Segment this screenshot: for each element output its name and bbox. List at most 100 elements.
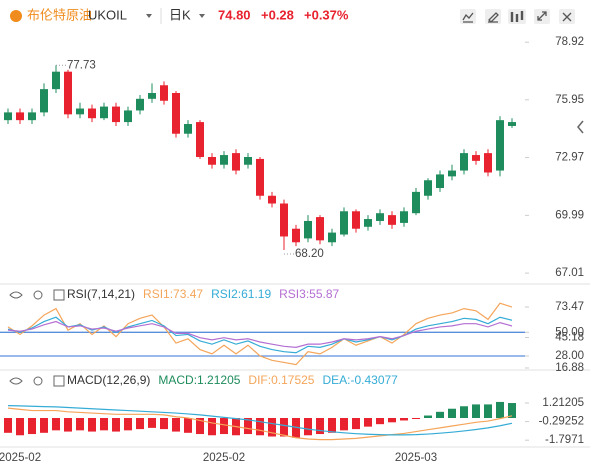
macd-bar: [76, 417, 84, 431]
dropdown-arrow[interactable]: [146, 14, 152, 18]
candle-body: [328, 232, 336, 243]
macd-bar: [448, 408, 456, 418]
y-tick-label: 73.47: [555, 301, 584, 313]
macd-pane-icons: [9, 375, 65, 387]
candle-body: [16, 112, 24, 121]
macd-bar: [208, 417, 216, 436]
macd-bar: [244, 417, 252, 435]
macd-bar: [280, 417, 288, 437]
eye-icon[interactable]: [9, 291, 23, 299]
candle-body: [220, 155, 228, 165]
annotation: 68.20: [295, 248, 324, 260]
macd-line: [7, 407, 513, 441]
macd-bar: [496, 401, 504, 418]
period[interactable]: 日K: [169, 7, 191, 22]
candle-body: [364, 219, 372, 227]
candle-body: [400, 211, 408, 223]
close-indicator-icon[interactable]: [53, 375, 65, 387]
macd-bar: [4, 417, 12, 433]
macd-bar: [172, 417, 180, 432]
candle-body: [172, 93, 180, 134]
close-indicator-icon[interactable]: [53, 289, 65, 301]
macd-bar: [412, 417, 420, 419]
candle-body: [100, 106, 108, 119]
macd-bar: [100, 417, 108, 431]
macd-bar: [316, 417, 324, 435]
macd-bar: [340, 417, 348, 431]
macd-bar: [460, 406, 468, 418]
macd-bar: [436, 411, 444, 418]
candle-body: [352, 211, 360, 229]
candle-body: [340, 211, 348, 235]
collapse-arrow[interactable]: [577, 120, 584, 134]
x-tick-label: 2025-02: [203, 452, 245, 464]
y-tick-label: -0.29252: [539, 416, 584, 428]
candle-body: [232, 153, 240, 171]
candle-body: [4, 112, 12, 121]
candle-body: [460, 153, 468, 171]
last-price: 74.80: [218, 7, 251, 22]
eye-icon[interactable]: [9, 377, 23, 385]
indicator-icon[interactable]: [462, 12, 474, 23]
instrument-name[interactable]: 布伦特原油: [27, 7, 92, 22]
candle-body: [256, 158, 264, 196]
legend-entry: MACD:1.21205: [158, 373, 240, 387]
chart-type-icon[interactable]: [510, 11, 524, 22]
macd-bar: [304, 417, 312, 436]
candle-body: [376, 213, 384, 221]
macd-bar: [184, 417, 192, 433]
rsi-pane-icons: [9, 289, 65, 301]
settings-icon[interactable]: [33, 290, 43, 300]
draw-icon[interactable]: [488, 12, 499, 23]
x-tick-label: 2025-03: [395, 452, 437, 464]
candle-body: [244, 156, 252, 165]
candle-body: [388, 215, 396, 225]
candle-body: [196, 122, 204, 157]
macd-bar: [28, 417, 36, 435]
candle-body: [268, 195, 276, 204]
macd-bar: [292, 417, 300, 438]
candle-body: [304, 220, 312, 239]
x-tick-label: 2025-02: [0, 452, 41, 464]
y-tick-label: 1.21205: [542, 397, 584, 409]
candle-body: [124, 110, 132, 123]
candle-body: [292, 228, 300, 243]
legend-entry: DEA:-0.43077: [322, 373, 398, 387]
legend-entry: DIF:0.17525: [248, 373, 314, 387]
legend-entry: RSI1:73.47: [143, 287, 203, 301]
rsi-line: [7, 320, 513, 348]
macd-bar: [196, 417, 204, 435]
candle-body: [64, 71, 72, 115]
candle-body: [448, 170, 456, 177]
close-icon[interactable]: [562, 12, 572, 22]
price-change: +0.28: [261, 7, 294, 22]
y-tick-label: 69.99: [555, 209, 584, 221]
candle-body: [436, 174, 444, 189]
dropdown-arrow[interactable]: [199, 14, 205, 18]
rsi-line: [7, 302, 513, 366]
candle-body: [484, 153, 492, 173]
candle-body: [424, 180, 432, 196]
macd-bar: [400, 417, 408, 421]
candle-body: [88, 108, 96, 119]
macd-bar: [424, 415, 432, 418]
candle-body: [508, 122, 516, 126]
legend-entry: RSI3:55.87: [279, 287, 339, 301]
y-tick-label: 67.01: [555, 267, 584, 279]
macd-bar: [364, 417, 372, 427]
macd-bar: [220, 417, 228, 435]
y-tick-label: 28.00: [555, 350, 584, 362]
macd-bar: [136, 417, 144, 430]
candle-body: [76, 108, 84, 115]
symbol[interactable]: UKOIL: [88, 7, 127, 22]
candle-body: [160, 85, 168, 101]
fullscreen-icon[interactable]: [537, 11, 547, 21]
candle-body: [52, 71, 60, 90]
candle-body: [40, 89, 48, 113]
macd-bar: [64, 417, 72, 432]
y-tick-label: 50.00: [555, 326, 584, 338]
macd-bar: [52, 417, 60, 431]
candle-body: [412, 191, 420, 214]
settings-icon[interactable]: [33, 376, 43, 386]
